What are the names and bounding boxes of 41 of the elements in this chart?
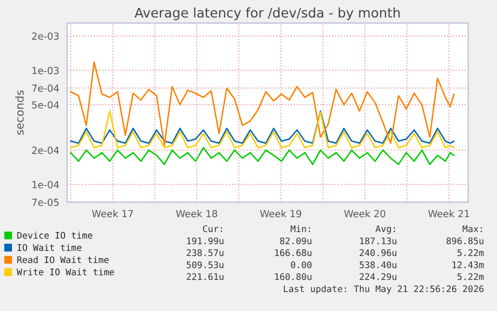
text: Min: <box>290 225 310 232</box>
text: 0.00 <box>290 261 312 268</box>
x-tick-label: Week 20 <box>344 210 386 218</box>
y-axis-title: seconds <box>15 90 24 135</box>
x-tick-label: Week 21 <box>428 210 470 218</box>
line-series <box>70 61 455 146</box>
text: 221.61u <box>186 273 224 280</box>
y-tick-label: 1e-04 <box>32 180 59 188</box>
y-tick-label: 7e-04 <box>32 84 59 92</box>
text: Cur: <box>203 225 222 232</box>
y-tick-label: 1e-03 <box>32 66 59 74</box>
y-tick-label: 5e-04 <box>32 101 59 109</box>
text: 240.96u <box>360 249 396 256</box>
text: 538.40u <box>360 261 396 268</box>
text: 187.13u <box>360 237 396 244</box>
legend-label: Write IO Wait time <box>16 268 114 276</box>
text: 82.09u <box>280 237 312 244</box>
text: Max: <box>462 225 482 232</box>
text: 160.80u <box>275 273 312 280</box>
legend-label: Read IO Wait time <box>17 256 109 264</box>
x-tick-label: Week 18 <box>176 210 218 218</box>
x-tick-label: Week 19 <box>260 210 302 218</box>
text: Avg: <box>376 225 395 234</box>
legend-label: IO Wait time <box>18 244 82 251</box>
text: 166.68u <box>275 249 312 256</box>
y-tick-label: 2e-03 <box>32 32 59 40</box>
text: 191.99u <box>187 237 224 244</box>
x-tick-label: Week 17 <box>92 210 133 218</box>
text: 5.22m <box>458 273 484 280</box>
text: Last update: Thu May 21 22:56:26 2026 <box>284 285 484 294</box>
chart-title: Average latency for /dev/sda - by month <box>134 7 400 20</box>
text: 238.57u <box>186 249 224 256</box>
text: 509.53u <box>186 261 224 268</box>
line-series <box>70 147 455 166</box>
legend-label: Device IO time <box>17 232 92 239</box>
text: 5.22m <box>458 249 484 256</box>
text: 12.43m <box>452 261 484 268</box>
y-tick-label: 2e-04 <box>32 146 59 154</box>
text: 896.85u <box>446 237 484 244</box>
y-tick-label: 7e-05 <box>32 198 59 206</box>
text: 224.29u <box>360 273 396 280</box>
